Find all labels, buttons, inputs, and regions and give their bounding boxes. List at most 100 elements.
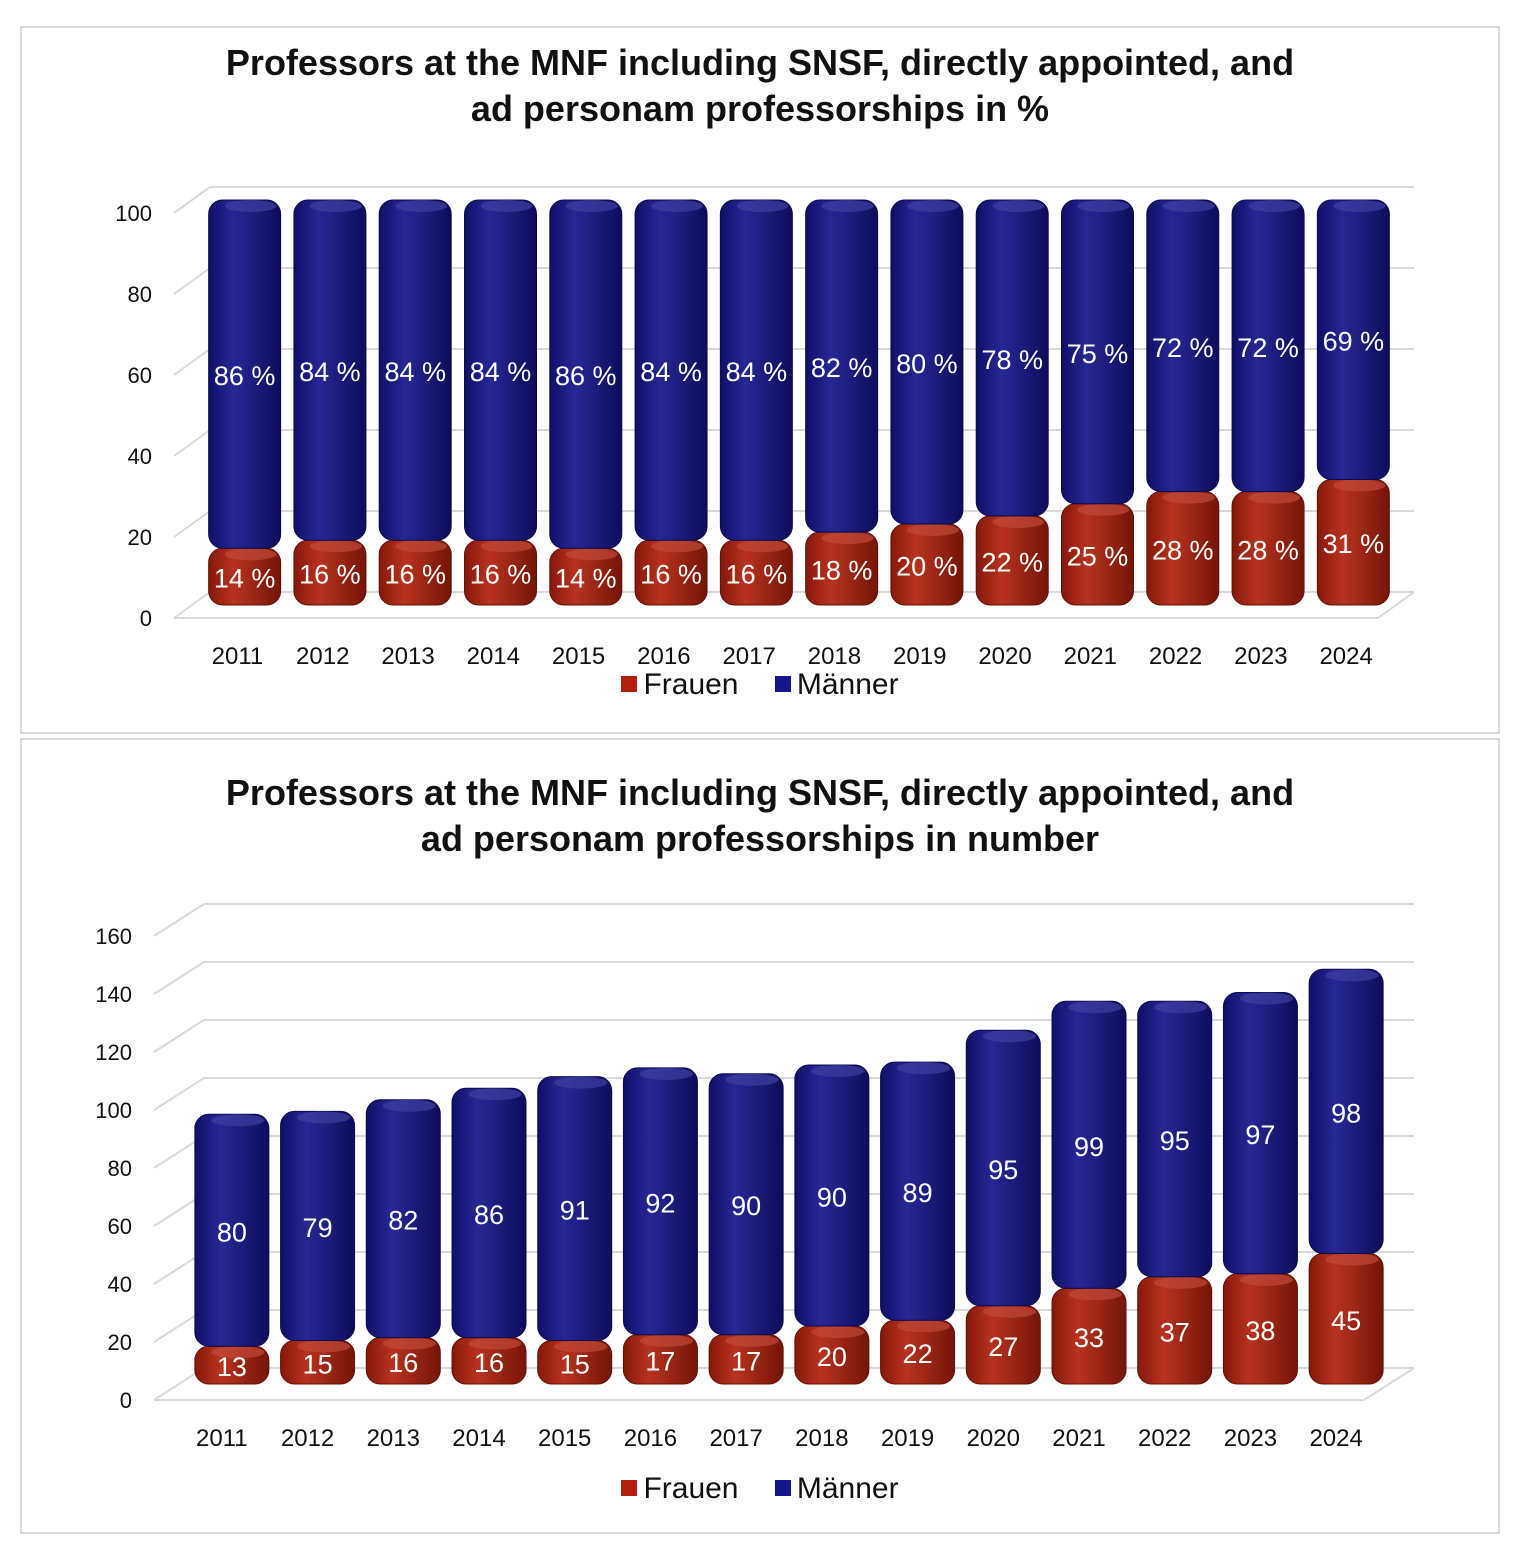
x-tick-label: 2011 (196, 1425, 248, 1452)
y-tick-label: 80 (128, 282, 152, 307)
data-label-frauen: 14 % (214, 564, 276, 594)
data-labels: 13 15 16 16 15 17 17 20 22 27 33 37 38 45 80 79 82 86 91 92… (217, 1098, 1361, 1382)
data-label-mnner: 79 (303, 1213, 333, 1243)
x-tick-label: 2016 (637, 643, 690, 670)
data-label-frauen: 20 % (896, 552, 958, 582)
bar-mnner (634, 199, 708, 541)
bar-top-highlight-frauen (651, 540, 703, 553)
bar-top-highlight-mnner (1077, 200, 1130, 212)
y-tick-label: 80 (108, 1156, 132, 1181)
bar-mnner (719, 199, 793, 541)
bar-mnner (378, 199, 452, 541)
bar-top-highlight-mnner (1248, 200, 1300, 212)
bar-mnner (293, 199, 367, 541)
bar-top-highlight-frauen (1154, 1276, 1208, 1289)
gridline-depth (153, 1077, 205, 1111)
bar-mnner (1146, 199, 1220, 493)
chart-title-line-1: Professors at the MNF including SNSF, di… (225, 42, 1295, 83)
data-label-frauen: 22 % (981, 547, 1043, 577)
legend-label-frauen: Frauen (643, 668, 739, 701)
bar-mnner (549, 199, 623, 549)
chart-title-line-1: Professors at the MNF including SNSF, di… (225, 772, 1295, 813)
bars (208, 199, 1390, 606)
data-labels: 14 % 16 % 16 % 16 % 14 % 16 % 16 % 18 % 20 % 22 %… (214, 327, 1384, 594)
chart-title: Professors at the MNF including SNSF, di… (22, 40, 1498, 132)
data-label-frauen: 17 (645, 1346, 675, 1376)
data-label-mnner: 82 % (811, 353, 873, 383)
bar-mnner (537, 1076, 613, 1341)
data-label-mnner: 86 % (555, 361, 617, 391)
x-tick-label: 2015 (552, 643, 605, 670)
bar-mnner (1137, 1000, 1213, 1278)
bar-top-highlight-frauen (821, 532, 874, 545)
data-label-frauen: 20 (817, 1342, 847, 1372)
data-label-mnner: 86 % (214, 361, 276, 391)
legend-label-maenner: Männer (796, 668, 899, 701)
x-tick-label: 2015 (538, 1425, 591, 1452)
legend-swatch-maenner (774, 1480, 791, 1497)
data-label-frauen: 27 (988, 1332, 1018, 1362)
chart-plot-area: 0 20 40 60 80 100 14 % 16 % 16 % 16 % 14 % 16 % 16 %… (115, 186, 1415, 670)
data-label-mnner: 84 % (470, 357, 532, 387)
y-tick-label: 20 (108, 1330, 132, 1355)
data-label-frauen: 16 % (299, 560, 361, 590)
bar-top-highlight-mnner (1239, 992, 1294, 1005)
data-label-frauen: 45 (1331, 1306, 1361, 1336)
data-label-mnner: 89 (903, 1178, 933, 1208)
bar-top-highlight-mnner (1154, 1001, 1208, 1014)
bar-top-highlight-mnner (468, 1088, 522, 1101)
bar-top-highlight-frauen (811, 1326, 865, 1338)
data-label-mnner: 84 % (726, 357, 788, 387)
bar-top-highlight-mnner (211, 1114, 265, 1127)
data-label-frauen: 28 % (1237, 535, 1299, 565)
data-label-frauen: 17 (731, 1346, 761, 1376)
data-label-frauen: 33 (1074, 1323, 1104, 1353)
y-tick-label: 20 (128, 525, 152, 550)
data-label-mnner: 80 (217, 1217, 247, 1247)
gridline-depth (153, 1019, 205, 1053)
legend-item-frauen: Frauen (621, 668, 739, 702)
x-tick-label: 2024 (1309, 1425, 1362, 1452)
data-label-frauen: 31 % (1323, 529, 1385, 559)
bar-top-highlight-mnner (639, 1067, 694, 1080)
data-label-frauen: 16 % (470, 560, 532, 590)
data-label-frauen: 16 % (384, 560, 446, 590)
x-tick-label: 2023 (1234, 643, 1287, 670)
data-label-frauen: 22 (903, 1339, 933, 1369)
y-tick-label: 0 (120, 1388, 132, 1413)
data-label-frauen: 16 (388, 1348, 418, 1378)
x-tick-label: 2013 (367, 1425, 420, 1452)
bar-top-highlight-frauen (736, 540, 789, 553)
legend-swatch-frauen (621, 676, 638, 693)
bar-top-highlight-mnner (480, 200, 533, 212)
bar-mnner (1308, 968, 1384, 1255)
bar-top-highlight-frauen (382, 1337, 436, 1350)
y-axis-labels: 0 20 40 60 80 100 120 140 160 (95, 924, 132, 1413)
data-label-frauen: 16 % (726, 560, 788, 590)
bar-mnner (708, 1073, 784, 1336)
x-axis-labels: 2011 2012 2013 2014 2015 2016 2017 2018 2019 2020… (196, 1425, 1363, 1452)
data-label-mnner: 84 % (640, 357, 702, 387)
data-label-mnner: 72 % (1237, 333, 1299, 363)
bar-top-highlight-frauen (310, 540, 362, 553)
data-label-frauen: 13 (217, 1352, 247, 1382)
x-tick-label: 2021 (1052, 1425, 1105, 1452)
y-tick-label: 100 (115, 201, 152, 226)
bar-top-highlight-mnner (651, 200, 703, 212)
data-label-frauen: 15 (560, 1349, 590, 1379)
x-tick-label: 2017 (709, 1425, 762, 1452)
x-tick-label: 2018 (795, 1425, 848, 1452)
data-label-mnner: 98 (1331, 1098, 1361, 1128)
legend-label-frauen: Frauen (643, 1472, 739, 1505)
y-tick-label: 160 (95, 924, 132, 949)
bar-top-highlight-mnner (296, 1111, 351, 1124)
bar-top-highlight-frauen (896, 1320, 951, 1333)
data-label-mnner: 90 (817, 1183, 847, 1213)
bar-top-highlight-mnner (821, 200, 874, 212)
chart-title: Professors at the MNF including SNSF, di… (22, 770, 1498, 862)
legend-item-maenner: Männer (774, 1472, 899, 1506)
x-tick-label: 2022 (1149, 643, 1202, 670)
bar-mnner (794, 1064, 870, 1327)
bar-top-highlight-mnner (224, 200, 277, 212)
bar-top-highlight-frauen (211, 1346, 265, 1359)
